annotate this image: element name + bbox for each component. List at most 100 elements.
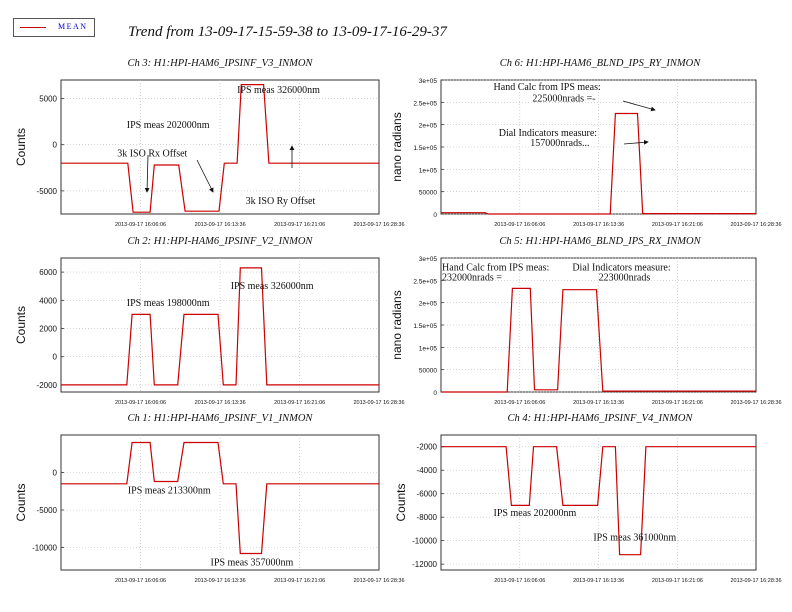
y-tick-label-ch4: -2000 [417, 443, 438, 452]
chart-title-ch5: Ch 5: H1:HPI-HAM6_BLND_IPS_RX_INMON [499, 236, 701, 247]
y-tick-label-ch4: -6000 [417, 490, 438, 499]
series-line-ch1 [61, 441, 379, 555]
y-tick-label-ch5: 1.5e+05 [413, 323, 437, 330]
annotation-ch3: 3k ISO Ry Offset [246, 196, 316, 207]
y-axis-label-ch1: Counts [14, 483, 28, 521]
annotation-ch5: Dial Indicators measure: [572, 263, 670, 274]
annotation-ch5: 232000nrads = [442, 272, 502, 283]
plot-frame-ch4 [440, 434, 757, 571]
y-tick-label-ch5: 1e+05 [419, 345, 438, 352]
series-line-ch6 [441, 112, 756, 215]
x-tick-label-ch1: 2013-09-17 16:13:36 [195, 578, 246, 584]
x-tick-label-ch3: 2013-09-17 16:06:06 [115, 222, 166, 228]
y-tick-label-ch6: 0 [433, 212, 437, 219]
x-tick-label-ch5: 2013-09-17 16:21:06 [652, 400, 703, 406]
chart-title-ch3: Ch 3: H1:HPI-HAM6_IPSINF_V3_INMON [128, 58, 314, 69]
series-line-ch5 [441, 287, 756, 393]
x-tick-label-ch5: 2013-09-17 16:06:06 [494, 400, 545, 406]
x-tick-label-ch5: 2013-09-17 16:13:36 [573, 400, 624, 406]
y-tick-label-ch6: 2e+05 [419, 123, 438, 130]
chart-title-ch4: Ch 4: H1:HPI-HAM6_IPSINF_V4_INMON [508, 413, 694, 424]
y-tick-label-ch6: 1e+05 [419, 167, 438, 174]
y-tick-label-ch2: 6000 [39, 268, 57, 277]
y-tick-label-ch2: 4000 [39, 296, 57, 305]
annotation-ch2: IPS meas 326000nm [231, 281, 314, 292]
y-tick-label-ch6: 50000 [419, 190, 437, 197]
legend-label: MEAN [58, 22, 88, 31]
annotation-ch5: 223000nrads [599, 272, 651, 283]
annotation-arrow [622, 100, 656, 112]
y-tick-label-ch6: 3e+05 [419, 78, 438, 85]
y-tick-label-ch3: 0 [53, 141, 58, 150]
annotation-ch6: 157000nrads... [530, 138, 589, 149]
chart-title-ch2: Ch 2: H1:HPI-HAM6_IPSINF_V2_INMON [128, 236, 314, 247]
y-tick-label-ch4: -8000 [417, 513, 438, 522]
y-tick-label-ch5: 2e+05 [419, 301, 438, 308]
x-tick-label-ch4: 2013-09-17 16:21:06 [652, 578, 703, 584]
y-axis-label-ch3: Counts [14, 128, 28, 166]
annotation-ch4: IPS meas 361000nm [593, 533, 676, 544]
y-tick-label-ch2: -2000 [37, 381, 58, 390]
chart-title-ch6: Ch 6: H1:HPI-HAM6_BLND_IPS_RY_INMON [500, 58, 701, 69]
y-axis-label-ch6: nano radians [390, 112, 404, 181]
x-tick-label-ch1: 2013-09-17 16:06:06 [115, 578, 166, 584]
annotation-ch5: Hand Calc from IPS meas: [442, 263, 549, 274]
annotation-ch6: Dial Indicators measure: [499, 128, 597, 139]
legend-line-swatch [20, 27, 46, 28]
x-tick-label-ch6: 2013-09-17 16:28:36 [730, 222, 781, 228]
x-tick-label-ch3: 2013-09-17 16:13:36 [195, 222, 246, 228]
y-tick-label-ch5: 3e+05 [419, 256, 438, 263]
x-tick-label-ch6: 2013-09-17 16:21:06 [652, 222, 703, 228]
y-axis-label-ch2: Counts [14, 306, 28, 344]
x-tick-label-ch6: 2013-09-17 16:13:36 [573, 222, 624, 228]
y-tick-label-ch6: 2.5e+05 [413, 100, 437, 107]
annotation-ch2: IPS meas 198000nm [127, 298, 210, 309]
x-tick-label-ch1: 2013-09-17 16:21:06 [274, 578, 325, 584]
x-tick-label-ch2: 2013-09-17 16:21:06 [274, 400, 325, 406]
y-tick-label-ch3: -5000 [37, 187, 58, 196]
y-tick-label-ch6: 1.5e+05 [413, 145, 437, 152]
annotation-ch6: 225000nrads =- [532, 93, 595, 104]
series-line-ch4 [441, 446, 756, 556]
y-tick-label-ch1: -10000 [32, 544, 57, 553]
y-tick-label-ch2: 2000 [39, 325, 57, 334]
chart-title-ch1: Ch 1: H1:HPI-HAM6_IPSINF_V1_INMON [128, 413, 314, 424]
x-tick-label-ch2: 2013-09-17 16:06:06 [115, 400, 166, 406]
annotation-arrow [144, 154, 150, 193]
x-tick-label-ch3: 2013-09-17 16:21:06 [274, 222, 325, 228]
y-tick-label-ch4: -12000 [412, 560, 437, 569]
annotation-arrow [196, 159, 214, 193]
annotation-ch1: IPS meas 357000nm [211, 558, 294, 569]
y-tick-label-ch4: -10000 [412, 537, 437, 546]
annotation-arrow [623, 139, 649, 145]
x-tick-label-ch2: 2013-09-17 16:13:36 [195, 400, 246, 406]
y-tick-label-ch2: 0 [53, 353, 58, 362]
annotation-ch4: IPS meas 202000nm [494, 508, 577, 519]
y-axis-label-ch5: nano radians [390, 290, 404, 359]
series-line-ch2 [61, 267, 379, 386]
annotation-ch3: IPS meas 202000nm [127, 120, 210, 131]
x-tick-label-ch6: 2013-09-17 16:06:06 [494, 222, 545, 228]
x-tick-label-ch4: 2013-09-17 16:13:36 [573, 578, 624, 584]
y-axis-label-ch4: Counts [394, 483, 408, 521]
x-tick-label-ch4: 2013-09-17 16:06:06 [494, 578, 545, 584]
x-tick-label-ch3: 2013-09-17 16:28:36 [353, 222, 404, 228]
y-tick-label-ch1: -5000 [37, 506, 58, 515]
x-tick-label-ch1: 2013-09-17 16:28:36 [353, 578, 404, 584]
annotation-ch3: 3k ISO Rx Offset [117, 149, 187, 160]
y-tick-label-ch5: 2.5e+05 [413, 278, 437, 285]
y-tick-label-ch4: -4000 [417, 466, 438, 475]
y-tick-label-ch5: 50000 [419, 368, 437, 375]
x-tick-label-ch5: 2013-09-17 16:28:36 [730, 400, 781, 406]
series-line-ch3 [61, 83, 379, 213]
x-tick-label-ch4: 2013-09-17 16:28:36 [730, 578, 781, 584]
y-tick-label-ch5: 0 [433, 390, 437, 397]
annotation-ch3: IPS meas 326000nm [237, 85, 320, 96]
annotation-ch6: Hand Calc from IPS meas: [494, 82, 601, 93]
y-tick-label-ch3: 5000 [39, 94, 57, 103]
annotation-ch1: IPS meas 213300nm [128, 486, 211, 497]
page-title: Trend from 13-09-17-15-59-38 to 13-09-17… [128, 24, 447, 40]
x-tick-label-ch2: 2013-09-17 16:28:36 [353, 400, 404, 406]
y-tick-label-ch1: 0 [53, 469, 58, 478]
